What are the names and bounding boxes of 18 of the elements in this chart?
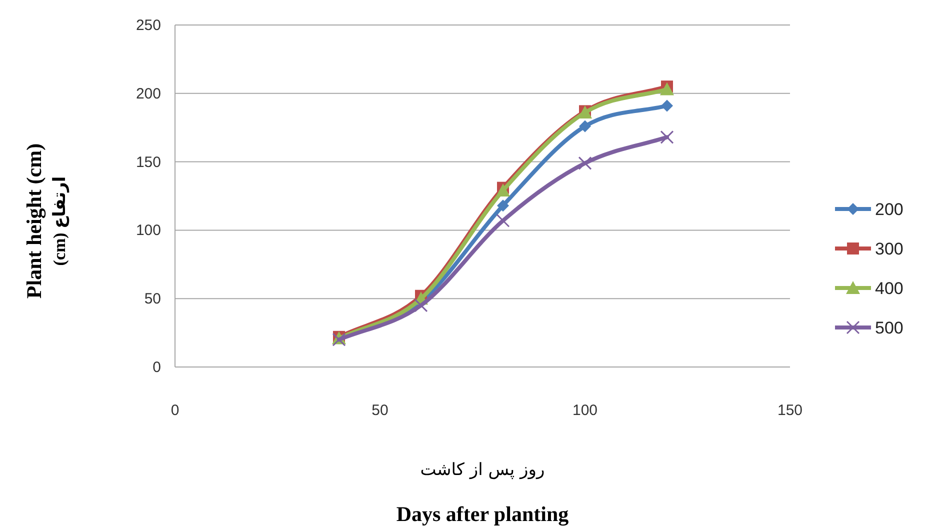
legend-label: 400: [875, 279, 904, 298]
y-tick-label: 200: [136, 85, 161, 102]
legend-label: 300: [875, 240, 904, 258]
y-tick-label: 50: [144, 290, 161, 308]
x-tick-label: 150: [777, 402, 803, 419]
x-tick-label: 100: [572, 402, 598, 419]
legend-label: 500: [875, 318, 904, 338]
x-tick-label: 50: [372, 402, 388, 419]
y-tick-label: 250: [136, 17, 161, 34]
y-tick-label: 150: [136, 154, 161, 171]
x-axis-title: Days after planting: [396, 502, 570, 526]
text: ارتفاع (cm): [50, 176, 70, 266]
y-axis-title: Plant height (cm): [22, 143, 46, 299]
y-tick-label: 0: [152, 359, 161, 376]
y-tick-label: 100: [136, 222, 161, 240]
legend-label: 200: [875, 200, 904, 219]
text: روز پس از کاشت: [420, 460, 545, 480]
x-tick-label: 0: [170, 402, 180, 419]
